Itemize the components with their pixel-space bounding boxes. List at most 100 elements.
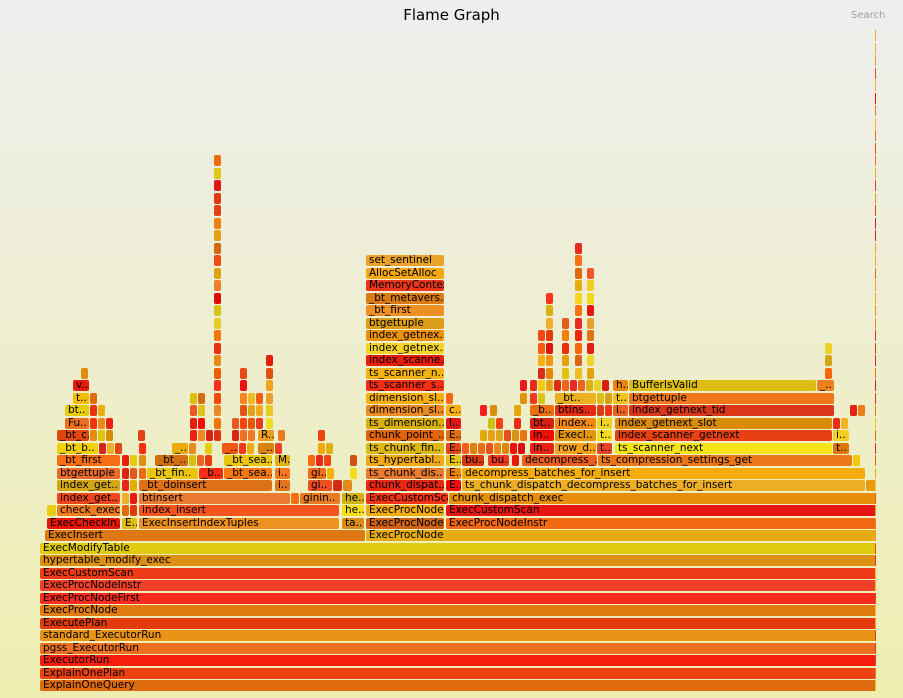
frame[interactable]: i.. xyxy=(275,467,290,479)
frame[interactable] xyxy=(875,667,876,679)
frame[interactable] xyxy=(198,405,205,416)
frame[interactable]: E.. xyxy=(446,480,461,491)
frame[interactable] xyxy=(875,42,876,54)
frame[interactable] xyxy=(327,467,334,479)
frame[interactable] xyxy=(875,642,876,654)
frame[interactable] xyxy=(291,492,299,504)
frame[interactable] xyxy=(605,392,612,404)
frame[interactable] xyxy=(562,355,569,366)
frame[interactable] xyxy=(248,417,255,429)
frame[interactable] xyxy=(587,305,594,316)
frame[interactable] xyxy=(198,392,205,404)
frame[interactable]: chunk_dispatch_exec xyxy=(449,492,876,504)
frame[interactable] xyxy=(197,455,204,466)
frame[interactable] xyxy=(240,417,247,429)
frame[interactable]: t.. xyxy=(597,430,612,441)
frame[interactable] xyxy=(190,392,197,404)
frame[interactable] xyxy=(496,430,503,441)
frame[interactable] xyxy=(875,455,876,466)
frame[interactable]: ExecProcNodeInstr xyxy=(40,580,876,591)
frame[interactable]: btgettuple xyxy=(366,317,444,329)
frame[interactable] xyxy=(214,417,221,429)
frame[interactable]: ExecI.. xyxy=(555,430,596,441)
frame[interactable] xyxy=(875,392,876,404)
frame[interactable] xyxy=(875,305,876,316)
frame[interactable] xyxy=(875,255,876,266)
frame[interactable]: in.. xyxy=(530,430,554,441)
frame[interactable]: t.. xyxy=(73,392,89,404)
frame[interactable] xyxy=(875,280,876,291)
frame[interactable] xyxy=(875,630,876,641)
frame[interactable] xyxy=(575,342,582,354)
frame[interactable] xyxy=(214,167,221,179)
frame[interactable] xyxy=(562,330,569,341)
frame[interactable] xyxy=(875,605,876,616)
frame[interactable] xyxy=(597,392,604,404)
frame[interactable]: t.. xyxy=(597,442,612,454)
frame[interactable] xyxy=(98,430,105,441)
frame[interactable]: bu.. xyxy=(462,455,484,466)
frame[interactable] xyxy=(214,280,221,291)
frame[interactable]: BufferIsValid xyxy=(629,380,816,391)
frame[interactable]: _.. xyxy=(222,442,238,454)
frame[interactable] xyxy=(875,142,876,154)
frame[interactable] xyxy=(587,317,594,329)
frame[interactable] xyxy=(858,405,865,416)
frame[interactable] xyxy=(318,430,325,441)
frame[interactable] xyxy=(602,380,609,391)
frame[interactable]: I.. xyxy=(446,417,461,429)
frame[interactable] xyxy=(875,130,876,141)
frame[interactable]: ExecCustomScan xyxy=(40,567,876,579)
frame[interactable]: ts_hypertabl.. xyxy=(366,455,444,466)
frame[interactable] xyxy=(587,330,594,341)
frame[interactable] xyxy=(107,442,114,454)
frame[interactable] xyxy=(587,280,594,291)
frame[interactable]: _bt_c.. xyxy=(57,430,89,441)
frame[interactable]: btgettuple xyxy=(57,467,120,479)
frame[interactable] xyxy=(875,242,876,254)
frame[interactable] xyxy=(130,467,137,479)
frame[interactable] xyxy=(214,180,221,191)
frame[interactable]: R.. xyxy=(258,430,274,441)
frame[interactable] xyxy=(575,292,582,304)
frame[interactable]: _.. xyxy=(817,380,834,391)
frame[interactable] xyxy=(514,417,521,429)
frame[interactable]: _bt_.. xyxy=(155,455,188,466)
frame[interactable] xyxy=(190,405,197,416)
frame[interactable] xyxy=(587,292,594,304)
frame[interactable] xyxy=(248,405,255,416)
frame[interactable] xyxy=(239,442,246,454)
frame[interactable] xyxy=(256,417,263,429)
frame[interactable] xyxy=(326,442,333,454)
frame[interactable] xyxy=(546,355,553,366)
frame[interactable] xyxy=(488,417,495,429)
frame[interactable]: ts_scanner_next xyxy=(615,442,832,454)
frame[interactable]: bu.. xyxy=(488,455,509,466)
frame[interactable] xyxy=(480,405,487,416)
frame[interactable] xyxy=(597,405,604,416)
frame[interactable] xyxy=(139,442,146,454)
frame[interactable] xyxy=(530,380,537,391)
frame[interactable] xyxy=(278,430,285,441)
frame[interactable]: btgettuple xyxy=(629,392,834,404)
frame[interactable]: in.. xyxy=(530,442,554,454)
frame[interactable]: decompress_.. xyxy=(522,455,597,466)
frame[interactable] xyxy=(214,155,221,166)
frame[interactable] xyxy=(214,267,221,279)
frame[interactable] xyxy=(214,430,221,441)
frame[interactable] xyxy=(875,367,876,379)
frame[interactable]: AllocSetAlloc xyxy=(366,267,444,279)
frame[interactable] xyxy=(575,330,582,341)
frame[interactable] xyxy=(232,430,239,441)
frame[interactable] xyxy=(546,367,553,379)
frame[interactable] xyxy=(502,442,509,454)
frame[interactable] xyxy=(205,455,212,466)
frame[interactable] xyxy=(214,230,221,241)
frame[interactable] xyxy=(198,430,205,441)
frame[interactable] xyxy=(578,380,585,391)
frame[interactable] xyxy=(139,467,146,479)
frame[interactable] xyxy=(214,317,221,329)
frame[interactable] xyxy=(333,480,342,491)
frame[interactable] xyxy=(214,255,221,266)
frame[interactable] xyxy=(562,367,569,379)
